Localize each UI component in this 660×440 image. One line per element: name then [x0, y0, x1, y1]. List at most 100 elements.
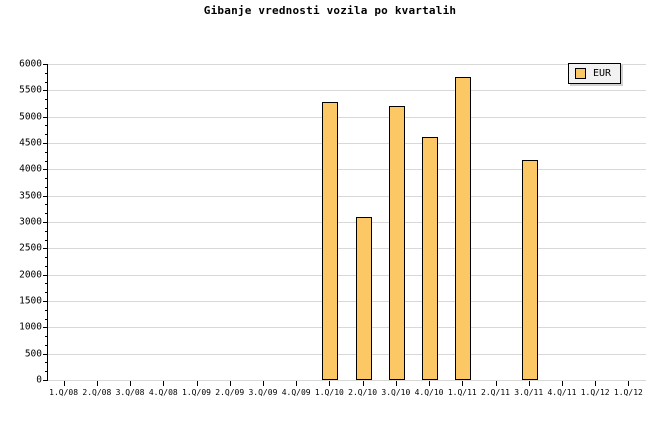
x-axis-tick [395, 381, 397, 386]
gridline [48, 222, 646, 223]
x-axis-tick [130, 381, 132, 386]
y-axis-tick-major [43, 301, 48, 302]
x-axis-tick-label: 3.Q/09 [248, 388, 278, 397]
x-axis-tick-label: 1.Q/12 [580, 388, 610, 397]
y-axis-tick-major [43, 327, 48, 329]
x-axis-tick [63, 381, 65, 386]
plot-area [47, 64, 646, 381]
x-axis-tick-label: 1.Q/11 [447, 388, 477, 397]
y-axis-tick-minor [45, 204, 48, 206]
x-axis-tick [229, 381, 231, 386]
y-axis-ticks [42, 64, 48, 381]
x-axis-tick-label: 2.Q/08 [82, 388, 112, 397]
gridline [48, 116, 646, 118]
y-axis-tick-major [43, 195, 48, 197]
y-axis-tick-label: 500 [24, 348, 42, 360]
bar[interactable] [388, 105, 405, 380]
gridline [48, 195, 646, 197]
gridline [48, 353, 646, 355]
y-axis-tick-major [43, 116, 48, 118]
x-axis-tick [329, 381, 331, 386]
x-axis-tick-label: 1.Q/10 [314, 388, 344, 397]
gridline [48, 327, 646, 329]
bar[interactable] [455, 77, 472, 380]
y-axis-tick-minor [45, 72, 48, 74]
y-axis-tick-minor [45, 318, 48, 320]
gridline [48, 248, 646, 250]
y-axis-tick-label: 5500 [19, 84, 42, 96]
y-axis-labels: 0 500 1000 1500 2000 2500 3000 3500 4000 4500 5000… [0, 59, 42, 386]
chart-title: Gibanje vrednosti vozila po kvartalih [203, 4, 457, 17]
gridline [48, 90, 646, 92]
x-axis-tick [196, 381, 198, 386]
x-axis-tick-label: 1.Q/12 [613, 388, 643, 397]
y-axis-tick-minor [45, 213, 48, 215]
x-axis-tick-label: 2.Q/10 [348, 388, 378, 397]
x-axis-tick-label: 3.Q/10 [381, 388, 411, 397]
y-axis-tick-label: 2000 [19, 269, 42, 281]
y-axis-tick-minor [45, 125, 48, 127]
gridline [48, 64, 646, 65]
y-axis-tick-minor [45, 336, 48, 338]
bar[interactable] [322, 101, 339, 380]
y-axis-tick-minor [45, 362, 48, 364]
x-axis-tick-label: 2.Q/11 [481, 388, 510, 397]
y-axis-tick-label: 6000 [19, 58, 42, 70]
x-axis-tick-label: 4.Q/08 [148, 388, 178, 397]
x-axis-tick [96, 381, 98, 386]
x-axis-tick-label: 1.Q/09 [182, 388, 211, 397]
y-axis-tick-minor [45, 160, 48, 162]
y-axis-tick-minor [45, 81, 48, 83]
y-axis-tick-major [43, 248, 48, 250]
y-axis-tick-label: 1500 [19, 295, 42, 307]
gridline [48, 380, 646, 381]
y-axis-tick-minor [45, 178, 48, 180]
bar[interactable] [422, 136, 439, 380]
x-axis-tick-label: 1.Q/08 [49, 388, 79, 397]
x-axis-tick [262, 381, 264, 386]
x-axis-tick-label: 3.Q/11 [514, 388, 544, 397]
bars-layer [48, 64, 646, 380]
x-axis-tick [462, 381, 464, 386]
y-axis-tick-minor [45, 265, 48, 267]
y-axis-tick-minor [45, 99, 48, 101]
y-axis-tick-label: 5000 [19, 111, 42, 123]
y-axis-tick-major [43, 222, 48, 223]
bar[interactable] [521, 159, 538, 380]
y-axis-tick-major [43, 143, 48, 144]
x-axis-tick [628, 381, 630, 386]
x-axis-tick [595, 381, 597, 386]
x-axis-labels: 1.Q/08 2.Q/08 3.Q/08 4.Q/08 1.Q/09 2.Q/09 3.Q/… [0, 388, 660, 404]
x-axis-tick [429, 381, 431, 386]
y-axis-tick-label: 1000 [19, 321, 42, 333]
y-axis-tick-label: 3000 [19, 216, 42, 228]
y-axis-tick-major [43, 90, 48, 92]
x-axis-tick [528, 381, 530, 386]
y-axis-tick-major [43, 380, 48, 381]
x-axis-tick [362, 381, 364, 386]
gridline [48, 301, 646, 302]
y-axis-tick-major [43, 169, 48, 171]
y-axis-tick-minor [45, 230, 48, 232]
y-axis-tick-label: 4000 [19, 163, 42, 175]
y-axis-tick-minor [45, 186, 48, 188]
y-axis-tick-minor [45, 309, 48, 311]
x-axis-tick-label: 4.Q/10 [414, 388, 444, 397]
y-axis-tick-minor [45, 239, 48, 241]
x-axis-tick-label: 2.Q/09 [215, 388, 245, 397]
y-axis-tick-major [43, 353, 48, 355]
y-axis-tick-minor [45, 283, 48, 285]
gridline [48, 274, 646, 276]
y-axis-tick-minor [45, 107, 48, 109]
chart-legend[interactable]: EUR [568, 63, 622, 84]
y-axis-tick-label: 4500 [19, 137, 42, 149]
y-axis-tick-label: 0 [36, 374, 42, 386]
y-axis-tick-minor [45, 371, 48, 373]
x-axis-tick [495, 381, 497, 386]
x-axis-tick [561, 381, 563, 386]
y-axis-tick-label: 3500 [19, 190, 42, 202]
bar[interactable] [355, 216, 372, 380]
x-axis-tick [163, 381, 165, 386]
legend-swatch [575, 68, 586, 79]
